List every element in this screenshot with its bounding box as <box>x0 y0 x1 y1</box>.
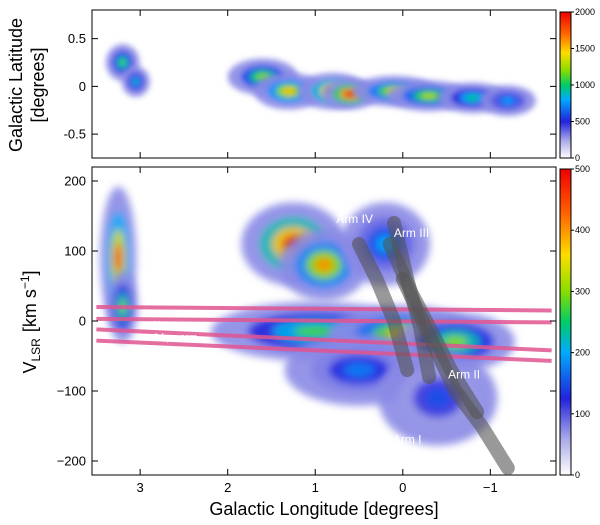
reference-arm-line <box>96 316 552 325</box>
top-ylabel-line2: [degrees] <box>28 47 48 122</box>
top-emission-contour <box>119 59 126 66</box>
bottom-xlabel: Galactic Longitude [degrees] <box>209 499 438 519</box>
y-tick-label: 0.5 <box>68 31 86 46</box>
y-tick-label: 0 <box>79 314 86 329</box>
y-tick-label: −200 <box>57 454 86 469</box>
top-ylabel-line1: Galactic Latitude <box>6 18 26 152</box>
top-emission-blob <box>227 58 298 96</box>
bottom-ylabel-close: ] <box>20 270 40 275</box>
bottom-ylabel-sup: −1 <box>18 275 32 289</box>
top-emission-blob <box>479 85 536 116</box>
bottom-emission-contour <box>293 325 337 338</box>
y-tick-label: -0.5 <box>64 127 86 142</box>
top-colorbar-ticks: 0 500 1000 1500 2000 <box>571 7 595 163</box>
colorbar-tick-label: 300 <box>575 286 590 296</box>
bottom-emission-contour <box>425 388 451 408</box>
top-y-ticks: 0.5 0 -0.5 <box>64 31 556 142</box>
colorbar-tick-label: 500 <box>575 164 590 174</box>
arm-tracks <box>352 216 515 475</box>
x-tick-label: −1 <box>483 480 498 495</box>
bottom-ylabel-sub: LSR <box>29 338 43 362</box>
reference-arm-label: +20 km s⁻¹ arm <box>153 296 222 307</box>
bottom-x-ticks: 3 2 1 0 −1 <box>137 167 498 495</box>
bottom-emission-contour <box>114 243 122 273</box>
top-emission-contour <box>282 87 296 95</box>
bottom-colorbar <box>559 168 572 476</box>
y-tick-label: 0 <box>79 79 86 94</box>
bottom-emission-contour <box>343 362 375 378</box>
colorbar-tick-label: 2000 <box>575 7 595 17</box>
bottom-ylabel: VLSR [km s−1] <box>18 270 43 373</box>
top-emission-contour <box>421 93 437 99</box>
top-emission-map <box>105 44 536 116</box>
y-tick-label: −100 <box>57 384 86 399</box>
y-tick-label: 200 <box>64 174 86 189</box>
top-emission-contour <box>133 78 139 85</box>
colorbar-tick-label: 1000 <box>575 80 595 90</box>
arm-label: Arm III <box>394 226 429 240</box>
colorbar-tick-label: 500 <box>575 117 590 127</box>
x-tick-label: 3 <box>137 480 144 495</box>
colorbar-tick-label: 400 <box>575 225 590 235</box>
arm-label: Arm II <box>448 367 480 381</box>
reference-arm-line <box>96 305 552 313</box>
reference-arm-label: Norma arm <box>153 320 203 331</box>
top-panel: 0.5 0 -0.5 Galactic Latitude [degrees] 0 50… <box>6 7 595 163</box>
x-tick-label: 0 <box>399 480 406 495</box>
x-tick-label: 2 <box>224 480 231 495</box>
y-tick-label: 100 <box>64 244 86 259</box>
top-emission-contour <box>502 97 514 104</box>
top-emission-blob <box>121 66 150 97</box>
reference-arm-line <box>96 327 552 353</box>
reference-arm-label: 3 kpc arm <box>153 333 197 344</box>
reference-arm-lines <box>96 305 552 363</box>
arm-track <box>352 237 415 377</box>
arm-labels: Arm IV Arm III Arm II Arm I <box>336 212 480 447</box>
bottom-y-ticks: 200 100 0 −100 −200 <box>57 174 556 469</box>
bottom-colorbar-ticks: 0 100 200 300 400 500 <box>571 164 590 480</box>
bottom-ylabel-main: V <box>20 362 40 374</box>
colorbar-tick-label: 1500 <box>575 44 595 54</box>
reference-arm-line <box>96 338 552 363</box>
bottom-ylabel-units: [km s <box>20 289 40 332</box>
bottom-emission-contour <box>314 257 334 273</box>
x-tick-label: 1 <box>312 480 319 495</box>
arm-track <box>387 216 437 384</box>
top-emission-contour <box>466 94 480 101</box>
colorbar-tick-label: 0 <box>575 470 580 480</box>
top-colorbar <box>559 11 572 159</box>
colorbar-tick-label: 0 <box>575 153 580 163</box>
arm-label: Arm I <box>393 433 422 447</box>
reference-arm-label: Local arm <box>153 309 197 320</box>
colorbar-tick-label: 200 <box>575 348 590 358</box>
arm-label: Arm IV <box>336 212 373 226</box>
top-x-ticks <box>139 10 491 158</box>
colorbar-tick-label: 100 <box>575 409 590 419</box>
